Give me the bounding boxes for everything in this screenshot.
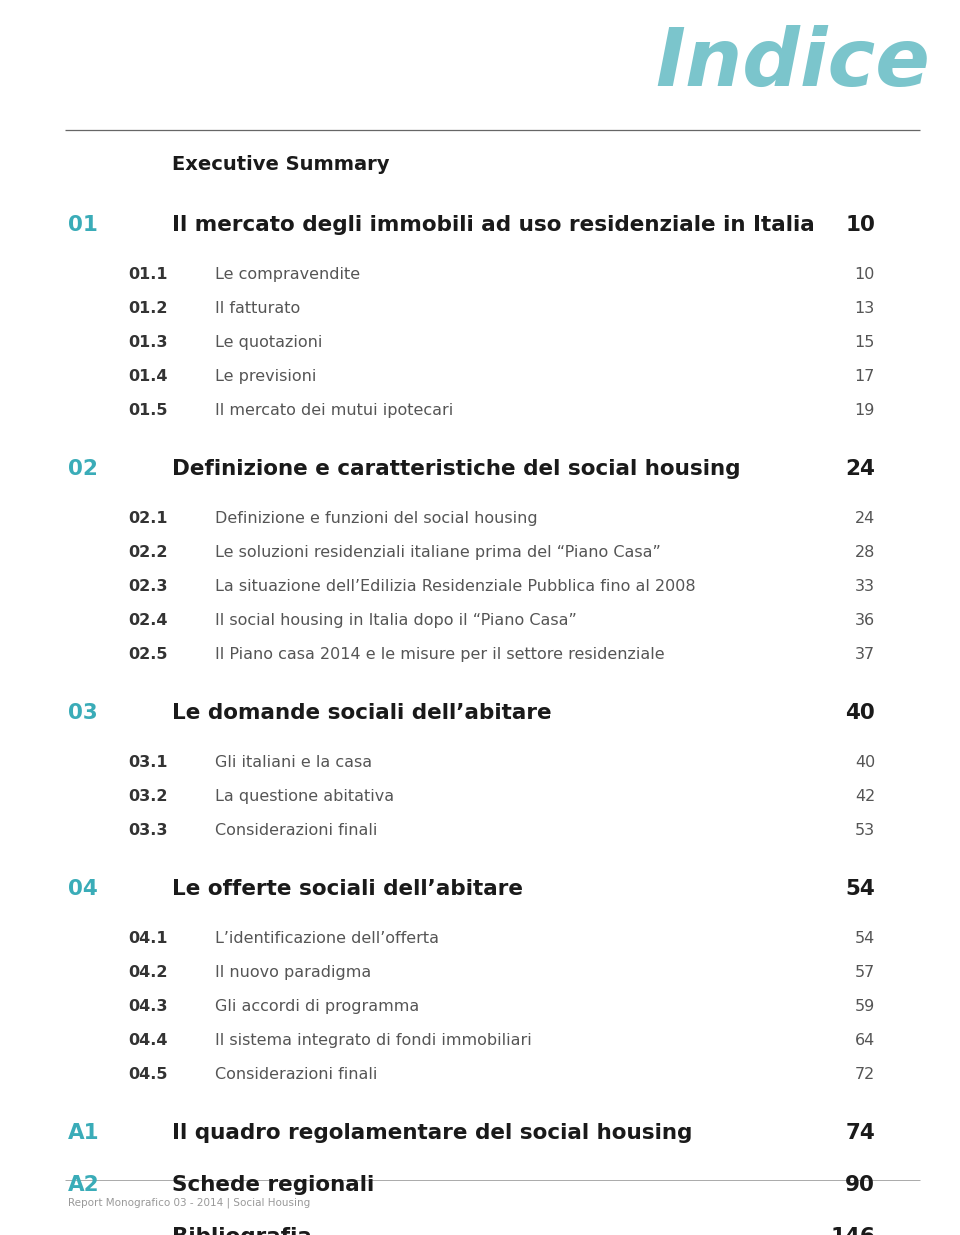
Text: Il nuovo paradigma: Il nuovo paradigma: [215, 965, 372, 981]
Text: 57: 57: [854, 965, 875, 981]
Text: 28: 28: [854, 545, 875, 559]
Text: La questione abitativa: La questione abitativa: [215, 789, 395, 804]
Text: A1: A1: [68, 1123, 100, 1144]
Text: 02.4: 02.4: [128, 613, 167, 629]
Text: Le domande sociali dell’abitare: Le domande sociali dell’abitare: [172, 703, 552, 722]
Text: 146: 146: [830, 1228, 875, 1235]
Text: 01: 01: [68, 215, 98, 235]
Text: A2: A2: [68, 1174, 100, 1195]
Text: 03: 03: [68, 703, 98, 722]
Text: 03.1: 03.1: [128, 755, 167, 769]
Text: 17: 17: [854, 369, 875, 384]
Text: Il sistema integrato di fondi immobiliari: Il sistema integrato di fondi immobiliar…: [215, 1032, 532, 1049]
Text: 13: 13: [854, 301, 875, 316]
Text: 36: 36: [854, 613, 875, 629]
Text: 02.2: 02.2: [128, 545, 167, 559]
Text: 04.1: 04.1: [128, 931, 167, 946]
Text: 59: 59: [854, 999, 875, 1014]
Text: Le quotazioni: Le quotazioni: [215, 335, 323, 350]
Text: 02.5: 02.5: [128, 647, 167, 662]
Text: 33: 33: [855, 579, 875, 594]
Text: Le previsioni: Le previsioni: [215, 369, 317, 384]
Text: La situazione dell’Edilizia Residenziale Pubblica fino al 2008: La situazione dell’Edilizia Residenziale…: [215, 579, 696, 594]
Text: 42: 42: [854, 789, 875, 804]
Text: 04.5: 04.5: [128, 1067, 167, 1082]
Text: 01.5: 01.5: [128, 403, 167, 417]
Text: 37: 37: [854, 647, 875, 662]
Text: Le compravendite: Le compravendite: [215, 267, 360, 282]
Text: Il social housing in Italia dopo il “Piano Casa”: Il social housing in Italia dopo il “Pia…: [215, 613, 577, 629]
Text: Gli italiani e la casa: Gli italiani e la casa: [215, 755, 372, 769]
Text: 01.2: 01.2: [128, 301, 167, 316]
Text: 04.2: 04.2: [128, 965, 167, 981]
Text: 04.4: 04.4: [128, 1032, 167, 1049]
Text: 24: 24: [854, 511, 875, 526]
Text: Le soluzioni residenziali italiane prima del “Piano Casa”: Le soluzioni residenziali italiane prima…: [215, 545, 660, 559]
Text: Considerazioni finali: Considerazioni finali: [215, 1067, 377, 1082]
Text: 10: 10: [854, 267, 875, 282]
Text: L’identificazione dell’offerta: L’identificazione dell’offerta: [215, 931, 439, 946]
Text: Executive Summary: Executive Summary: [172, 156, 390, 174]
Text: 74: 74: [845, 1123, 875, 1144]
Text: Il mercato degli immobili ad uso residenziale in Italia: Il mercato degli immobili ad uso residen…: [172, 215, 815, 235]
Text: Le offerte sociali dell’abitare: Le offerte sociali dell’abitare: [172, 879, 523, 899]
Text: Il mercato dei mutui ipotecari: Il mercato dei mutui ipotecari: [215, 403, 453, 417]
Text: Indice: Indice: [655, 25, 930, 103]
Text: 19: 19: [854, 403, 875, 417]
Text: Il fatturato: Il fatturato: [215, 301, 300, 316]
Text: 72: 72: [854, 1067, 875, 1082]
Text: 90: 90: [845, 1174, 875, 1195]
Text: Bibliografia: Bibliografia: [172, 1228, 312, 1235]
Text: 01.1: 01.1: [128, 267, 167, 282]
Text: Definizione e funzioni del social housing: Definizione e funzioni del social housin…: [215, 511, 538, 526]
Text: 01.3: 01.3: [128, 335, 167, 350]
Text: 10: 10: [845, 215, 875, 235]
Text: 02.1: 02.1: [128, 511, 167, 526]
Text: Considerazioni finali: Considerazioni finali: [215, 823, 377, 839]
Text: 02.3: 02.3: [128, 579, 167, 594]
Text: Schede regionali: Schede regionali: [172, 1174, 374, 1195]
Text: 02: 02: [68, 459, 98, 479]
Text: 04.3: 04.3: [128, 999, 167, 1014]
Text: Definizione e caratteristiche del social housing: Definizione e caratteristiche del social…: [172, 459, 740, 479]
Text: 03.3: 03.3: [128, 823, 167, 839]
Text: 01.4: 01.4: [128, 369, 167, 384]
Text: Report Monografico 03 - 2014 | Social Housing: Report Monografico 03 - 2014 | Social Ho…: [68, 1197, 310, 1208]
Text: Il Piano casa 2014 e le misure per il settore residenziale: Il Piano casa 2014 e le misure per il se…: [215, 647, 664, 662]
Text: 24: 24: [845, 459, 875, 479]
Text: 40: 40: [845, 703, 875, 722]
Text: 54: 54: [854, 931, 875, 946]
Text: 64: 64: [854, 1032, 875, 1049]
Text: 53: 53: [854, 823, 875, 839]
Text: 15: 15: [854, 335, 875, 350]
Text: 04: 04: [68, 879, 98, 899]
Text: 54: 54: [845, 879, 875, 899]
Text: 03.2: 03.2: [128, 789, 167, 804]
Text: Il quadro regolamentare del social housing: Il quadro regolamentare del social housi…: [172, 1123, 692, 1144]
Text: 40: 40: [854, 755, 875, 769]
Text: Gli accordi di programma: Gli accordi di programma: [215, 999, 420, 1014]
